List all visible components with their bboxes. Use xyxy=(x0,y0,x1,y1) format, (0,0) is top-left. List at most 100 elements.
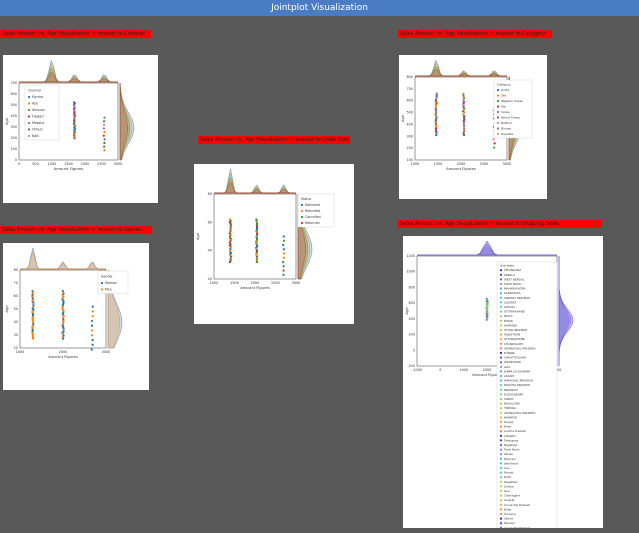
state-legend-label: Punjab xyxy=(504,471,514,475)
state-ytick: 400 xyxy=(409,317,415,321)
state-legend-label: Sikkim xyxy=(504,517,514,521)
gender-point xyxy=(90,348,93,351)
state-legend-label: Bihar xyxy=(504,425,512,429)
channel-legend-label: Amazon xyxy=(32,108,45,112)
channel-point xyxy=(103,141,106,145)
gender-ytick: 30 xyxy=(14,333,18,337)
channel-legend-label: Flipkart xyxy=(32,115,45,119)
state-jointplot: -1000010002000300040005000-2000200400600… xyxy=(403,236,603,532)
status-ytick: 20 xyxy=(208,277,212,281)
channel-legend-marker xyxy=(27,134,31,138)
state-legend-marker xyxy=(499,402,503,405)
state-legend-marker xyxy=(499,512,503,516)
channel-point xyxy=(103,145,106,148)
gender-legend-marker xyxy=(100,288,104,291)
channel-chart-title: Sales Amount vs. Age Visualization in re… xyxy=(0,30,151,38)
state-legend-label: RAJASTHAN xyxy=(504,333,520,337)
state-right-kde xyxy=(558,256,567,366)
category-chart: 1000 1500 2000 2500 3000 100 200 300 400 500 600 70… xyxy=(400,59,533,171)
state-legend-label: Odisha xyxy=(504,484,514,488)
state-legend-label: Rajasthan xyxy=(504,480,518,484)
gender-point xyxy=(90,329,94,332)
channel-point xyxy=(103,131,106,134)
state-legend-label: BIHAR xyxy=(504,319,513,323)
state-legend-label: GOA xyxy=(504,365,510,369)
state-legend-marker xyxy=(499,361,503,364)
category-legend-label: Top xyxy=(500,105,506,109)
state-ytick: 200 xyxy=(409,333,415,337)
category-legend-label: Saree xyxy=(501,110,510,114)
state-legend-marker xyxy=(499,430,503,433)
channel-legend-title: Channel xyxy=(28,89,41,93)
category-ytick: 700 xyxy=(407,87,413,91)
state-legend-label: ARUNACHAL PRADESH xyxy=(504,346,536,350)
state-legend-label: ODISHA xyxy=(504,305,515,309)
state-legend-marker xyxy=(499,351,503,355)
status-xlabel: Amount Figures xyxy=(240,285,270,290)
gender-legend-label: Women xyxy=(105,281,117,285)
state-legend-marker xyxy=(499,374,503,378)
status-legend-label: Cancelled xyxy=(305,215,321,219)
gender-point xyxy=(91,315,94,318)
state-legend-label: HIMACHAL PRADESH xyxy=(504,379,533,383)
gender-xtick: 1000 xyxy=(16,350,25,354)
channel-legend-marker xyxy=(27,121,31,125)
state-legend-marker xyxy=(499,305,503,309)
gender-point xyxy=(90,319,94,323)
channel-point xyxy=(103,149,106,152)
state-legend-marker xyxy=(499,338,503,341)
state-legend-marker xyxy=(499,347,503,350)
category-xtick: 1500 xyxy=(434,162,443,166)
channel-point xyxy=(102,134,105,137)
status-point xyxy=(282,248,285,251)
category-top-kde xyxy=(415,65,507,77)
category-point xyxy=(493,142,496,145)
category-ytick: 300 xyxy=(407,134,413,138)
state-point xyxy=(485,318,488,321)
channel-ytick: 100 xyxy=(11,147,17,151)
category-ytick: 100 xyxy=(407,158,413,162)
gender-xtick: 3000 xyxy=(102,350,111,354)
category-ytick: 600 xyxy=(407,99,413,103)
channel-ytick: 0 xyxy=(15,158,17,162)
status-point xyxy=(282,273,285,276)
state-legend-label: TELANGANA xyxy=(503,268,521,272)
category-legend-label: Set xyxy=(501,94,507,98)
category-legend-label: Dupatta xyxy=(501,132,513,136)
gender-legend-title: Gender xyxy=(101,275,113,279)
state-legend-label: KARNATAKA xyxy=(504,291,521,295)
state-legend-label: Telangana xyxy=(503,438,518,442)
state-legend-marker xyxy=(499,425,503,428)
state-legend-marker xyxy=(499,448,503,451)
category-legend-marker xyxy=(496,88,500,92)
category-legend-marker xyxy=(496,110,500,114)
state-ytick: 1200 xyxy=(406,254,415,258)
channel-point xyxy=(102,127,106,130)
state-legend-marker xyxy=(499,489,503,493)
channel-point xyxy=(102,123,106,126)
state-legend-marker xyxy=(499,420,503,424)
status-legend-marker xyxy=(300,209,304,213)
gender-point xyxy=(91,338,94,342)
category-legend-box xyxy=(493,79,533,139)
state-legend-marker xyxy=(499,457,503,460)
state-legend-marker xyxy=(499,499,503,502)
state-xtick: 2000 xyxy=(483,368,492,372)
category-point xyxy=(492,138,495,141)
category-legend-label: Western Dress xyxy=(501,99,523,103)
channel-ytick: 400 xyxy=(11,114,17,118)
status-legend-marker xyxy=(300,203,304,207)
gender-point xyxy=(90,334,93,337)
gender-ytick: 60 xyxy=(14,294,18,298)
channel-ytick: 500 xyxy=(11,103,17,107)
state-legend-label: Manipur xyxy=(504,521,516,525)
gender-ytick: 40 xyxy=(14,320,18,324)
state-legend-marker xyxy=(499,443,503,447)
category-top-kde xyxy=(415,59,507,77)
state-legend-label: Goa xyxy=(504,466,510,470)
state-legend-marker xyxy=(499,319,503,322)
state-chart-title: Sales Amount vs. Age Visualization in re… xyxy=(398,220,602,228)
state-legend-marker xyxy=(499,296,503,299)
state-xlabel: Amount Figures xyxy=(472,372,502,377)
gender-ytick: 70 xyxy=(14,281,18,285)
